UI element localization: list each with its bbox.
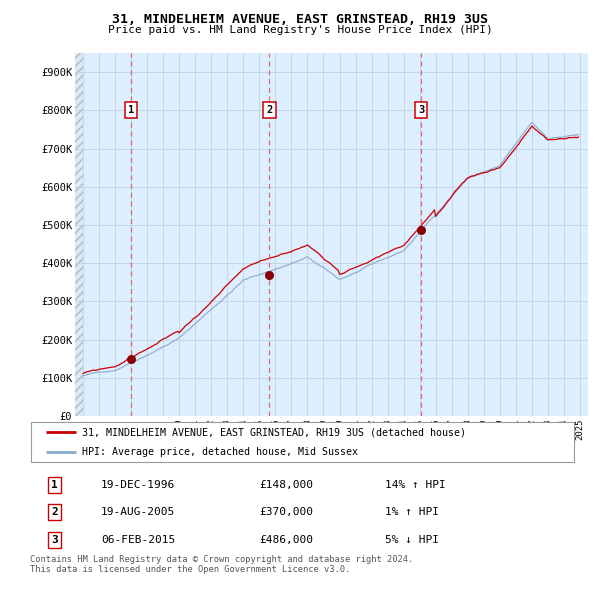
Text: 2: 2 bbox=[51, 507, 58, 517]
Text: £486,000: £486,000 bbox=[259, 535, 313, 545]
Text: 3: 3 bbox=[51, 535, 58, 545]
Text: 19-DEC-1996: 19-DEC-1996 bbox=[101, 480, 175, 490]
Text: 06-FEB-2015: 06-FEB-2015 bbox=[101, 535, 175, 545]
Text: 31, MINDELHEIM AVENUE, EAST GRINSTEAD, RH19 3US: 31, MINDELHEIM AVENUE, EAST GRINSTEAD, R… bbox=[112, 13, 488, 26]
Text: 1: 1 bbox=[51, 480, 58, 490]
Text: £370,000: £370,000 bbox=[259, 507, 313, 517]
Text: 19-AUG-2005: 19-AUG-2005 bbox=[101, 507, 175, 517]
Text: 2: 2 bbox=[266, 106, 272, 116]
Text: 1: 1 bbox=[128, 106, 134, 116]
Text: Contains HM Land Registry data © Crown copyright and database right 2024.
This d: Contains HM Land Registry data © Crown c… bbox=[30, 555, 413, 574]
Text: 14% ↑ HPI: 14% ↑ HPI bbox=[385, 480, 446, 490]
Text: 3: 3 bbox=[418, 106, 424, 116]
Bar bbox=[75, 53, 83, 416]
Text: 1% ↑ HPI: 1% ↑ HPI bbox=[385, 507, 439, 517]
Text: £148,000: £148,000 bbox=[259, 480, 313, 490]
Text: 5% ↓ HPI: 5% ↓ HPI bbox=[385, 535, 439, 545]
Text: 31, MINDELHEIM AVENUE, EAST GRINSTEAD, RH19 3US (detached house): 31, MINDELHEIM AVENUE, EAST GRINSTEAD, R… bbox=[82, 427, 466, 437]
FancyBboxPatch shape bbox=[31, 421, 574, 463]
Text: Price paid vs. HM Land Registry's House Price Index (HPI): Price paid vs. HM Land Registry's House … bbox=[107, 25, 493, 35]
Text: HPI: Average price, detached house, Mid Sussex: HPI: Average price, detached house, Mid … bbox=[82, 447, 358, 457]
